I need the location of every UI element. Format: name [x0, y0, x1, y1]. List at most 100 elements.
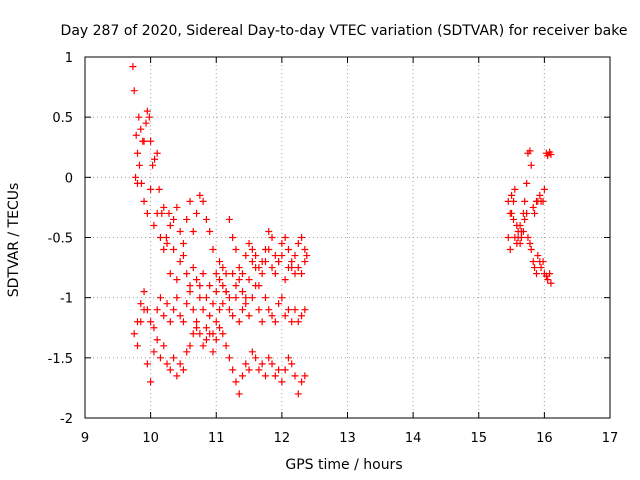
data-point [183, 348, 191, 356]
data-point [298, 312, 306, 320]
data-point [288, 318, 296, 326]
data-point [140, 288, 148, 296]
data-point [137, 318, 145, 326]
y-tick-label: -1 [60, 292, 73, 307]
data-point [153, 306, 161, 314]
data-point [229, 312, 237, 320]
data-point [242, 294, 250, 302]
data-point [294, 318, 302, 326]
data-point [268, 360, 276, 368]
data-point [219, 264, 227, 272]
data-point [209, 300, 217, 308]
data-point [294, 240, 302, 248]
data-point [271, 372, 279, 380]
data-point [143, 360, 151, 368]
data-point [245, 312, 253, 320]
data-point [278, 378, 286, 386]
data-point [235, 264, 243, 272]
data-point [160, 342, 168, 350]
data-point [129, 63, 137, 71]
data-point [196, 294, 204, 302]
data-point [153, 209, 161, 217]
data-point [261, 258, 269, 266]
data-point [212, 288, 220, 296]
data-point [536, 191, 544, 199]
data-point [149, 161, 157, 169]
data-point [284, 264, 292, 272]
y-tick-label: -1.5 [48, 352, 73, 367]
data-point [130, 87, 138, 95]
data-point [222, 288, 230, 296]
data-point [189, 264, 197, 272]
data-point [258, 318, 266, 326]
data-point [132, 173, 140, 181]
data-point [294, 390, 302, 398]
data-point [529, 258, 537, 266]
data-point [206, 312, 214, 320]
data-point [170, 354, 178, 362]
data-point [155, 185, 163, 193]
data-point [281, 366, 289, 374]
data-point [150, 348, 158, 356]
data-point [278, 294, 286, 302]
data-point [261, 372, 269, 380]
data-point [219, 330, 227, 338]
data-point [166, 270, 174, 278]
data-point [239, 306, 246, 314]
data-point [294, 264, 302, 272]
data-point [199, 342, 207, 350]
data-point [275, 258, 283, 266]
data-point [147, 137, 155, 145]
data-point [179, 318, 187, 326]
data-point [196, 191, 204, 199]
data-point [150, 324, 158, 332]
data-point [508, 191, 516, 199]
data-point [245, 366, 253, 374]
data-point [298, 378, 306, 386]
data-point [278, 252, 286, 260]
data-point [546, 270, 554, 278]
data-point [252, 282, 260, 290]
data-point [245, 240, 253, 248]
data-point [537, 264, 545, 272]
data-point [298, 234, 306, 241]
data-point [189, 227, 197, 235]
data-point [212, 270, 220, 278]
data-point [291, 270, 299, 278]
data-point [261, 294, 269, 302]
y-axis-label: SDTVAR / TECUs [6, 183, 22, 298]
data-point [284, 354, 292, 362]
data-point [147, 185, 155, 193]
data-point [193, 276, 201, 284]
data-point [135, 161, 143, 169]
data-point [265, 306, 273, 314]
data-point [165, 209, 173, 217]
data-point [206, 282, 214, 290]
data-point [252, 354, 260, 362]
data-point [232, 282, 240, 290]
data-point [202, 336, 210, 344]
data-point [521, 215, 529, 223]
data-point [183, 215, 191, 223]
data-point [216, 276, 224, 284]
x-tick-label: 14 [405, 431, 422, 446]
data-point [511, 234, 519, 241]
data-point [268, 264, 276, 272]
data-point [265, 354, 273, 362]
data-point [281, 312, 289, 320]
data-point [523, 179, 531, 187]
data-point [524, 234, 532, 241]
x-tick-label: 16 [536, 431, 553, 446]
x-tick-label: 12 [274, 431, 291, 446]
data-point [504, 197, 512, 205]
data-point [225, 215, 233, 223]
data-point [527, 246, 535, 254]
data-point [202, 294, 210, 302]
data-point [235, 390, 243, 398]
data-points [129, 63, 555, 398]
data-point [232, 294, 240, 302]
data-point [301, 372, 309, 380]
data-point [186, 342, 194, 350]
data-point [166, 318, 174, 326]
